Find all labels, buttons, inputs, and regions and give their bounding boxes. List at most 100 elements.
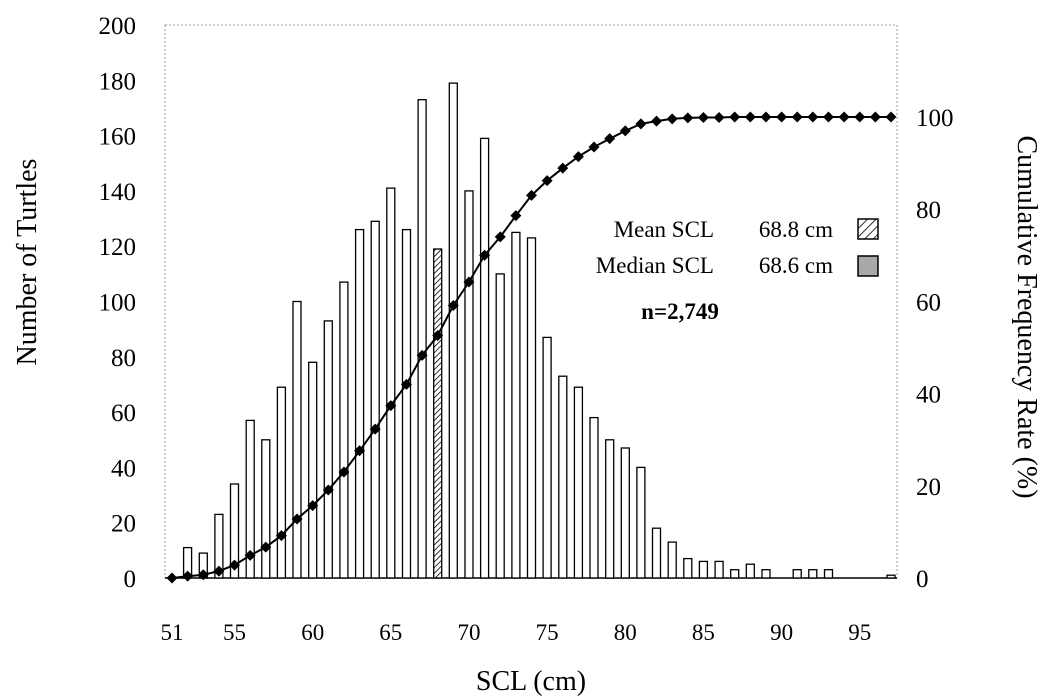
bar <box>558 375 568 579</box>
line-point <box>619 125 631 137</box>
bar-series <box>182 82 896 579</box>
bar <box>339 281 349 579</box>
bar <box>683 557 693 579</box>
line-point <box>541 175 553 187</box>
legend-mean-label: Mean SCL <box>614 217 714 242</box>
line-point <box>526 189 537 201</box>
line-point <box>354 445 366 457</box>
bar <box>261 439 271 579</box>
bar <box>292 300 302 579</box>
bar <box>714 560 724 579</box>
bar <box>823 569 834 579</box>
legend-median-label: Median SCL <box>596 253 714 278</box>
y-tick-label: 140 <box>99 179 137 206</box>
bar <box>448 82 458 579</box>
line-point <box>635 118 647 130</box>
x-tick-label: 85 <box>692 620 715 645</box>
x-tick-label: 95 <box>848 620 871 645</box>
y2-tick-label: 0 <box>916 566 929 593</box>
line-point <box>416 349 428 361</box>
line-point <box>369 423 381 435</box>
bar <box>526 237 537 579</box>
bar <box>620 447 630 579</box>
bar <box>792 569 802 579</box>
legend-median-swatch <box>857 255 879 277</box>
line-point <box>838 111 850 123</box>
legend-mean-swatch <box>857 218 879 240</box>
line-point <box>885 111 897 123</box>
line-point <box>510 210 522 222</box>
line-point <box>729 111 741 123</box>
legend: Mean SCL 68.8 cm Median SCL 68.6 cm n=2,… <box>596 217 879 324</box>
line-point <box>197 569 209 581</box>
x-tick-labels: 51 55 60 65 70 75 80 85 90 95 <box>161 620 872 645</box>
line-point <box>588 141 600 153</box>
line-point <box>666 113 678 125</box>
line-point <box>182 570 194 582</box>
left-y-tick-labels: 0 20 40 60 80 100 120 140 160 180 200 <box>99 13 137 593</box>
y2-tick-label: 60 <box>916 289 941 316</box>
line-point <box>385 400 397 412</box>
bar <box>229 483 240 579</box>
plot-area <box>164 24 898 579</box>
y-tick-label: 80 <box>111 345 136 372</box>
bar <box>214 513 224 579</box>
line-point <box>557 162 569 174</box>
line-point <box>869 111 881 123</box>
bar <box>323 320 333 579</box>
y-tick-label: 100 <box>99 290 137 317</box>
legend-n-label: n=2,749 <box>641 299 719 324</box>
x-tick-label: 90 <box>770 620 793 645</box>
y-tick-label: 40 <box>111 455 136 482</box>
line-point <box>463 276 475 288</box>
x-axis-title: SCL (cm) <box>476 666 586 697</box>
bar <box>370 220 380 579</box>
right-y-tick-labels: 0 20 40 60 80 100 <box>916 105 954 593</box>
bar-median <box>433 248 443 579</box>
y-tick-label: 0 <box>124 566 137 593</box>
bar <box>589 416 599 579</box>
bar <box>308 361 318 579</box>
y2-tick-label: 100 <box>916 105 954 132</box>
line-point <box>572 151 584 163</box>
bar <box>464 190 474 579</box>
x-tick-label: 75 <box>536 620 559 645</box>
y-tick-label: 180 <box>99 68 137 95</box>
bar <box>667 541 677 579</box>
line-point <box>494 231 506 243</box>
line-point <box>713 111 725 123</box>
x-tick-label: 55 <box>223 620 246 645</box>
y2-tick-label: 80 <box>916 197 941 224</box>
cumulative-line-series <box>166 111 897 584</box>
bar <box>417 99 427 579</box>
line-point <box>791 111 803 123</box>
bar <box>401 228 412 579</box>
line-point <box>322 484 334 496</box>
line-point <box>604 133 616 145</box>
y-tick-label: 160 <box>99 124 137 151</box>
x-tick-label: 80 <box>614 620 637 645</box>
bar <box>745 563 755 579</box>
bar <box>479 137 490 579</box>
line-point <box>682 112 694 124</box>
bar <box>636 466 646 579</box>
bar <box>511 231 521 579</box>
bar <box>542 336 552 579</box>
line-point <box>338 466 350 478</box>
bar <box>761 569 771 579</box>
bar <box>730 569 740 579</box>
legend-median-value: 68.6 cm <box>759 253 833 278</box>
bar <box>808 569 818 579</box>
bar <box>651 527 662 579</box>
line-point <box>697 111 709 123</box>
bar <box>245 419 255 579</box>
y-tick-label: 20 <box>111 511 136 538</box>
line-point <box>166 572 178 584</box>
line-point <box>479 249 491 261</box>
bar <box>495 273 505 579</box>
line-point <box>229 559 241 571</box>
bar <box>276 386 287 579</box>
line-point <box>400 378 412 390</box>
line-point <box>854 111 866 123</box>
